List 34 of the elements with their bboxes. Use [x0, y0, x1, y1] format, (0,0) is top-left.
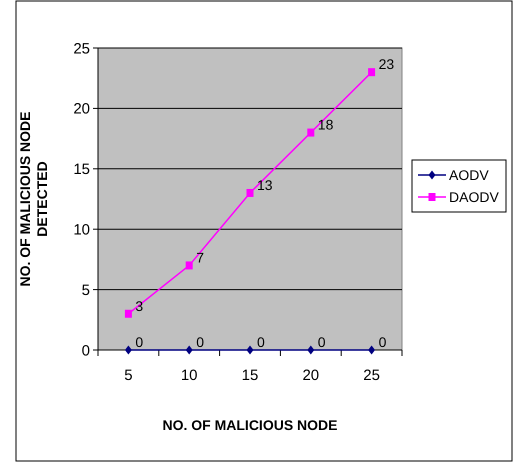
y-tick-label: 20 [73, 100, 90, 118]
legend-label: DAODV [449, 188, 500, 205]
data-label: 0 [318, 334, 326, 350]
x-axis-title: NO. OF MALICIOUS NODE [162, 417, 338, 433]
x-tick-label: 10 [180, 367, 198, 384]
data-label: 13 [257, 176, 273, 193]
x-tick-label: 5 [124, 367, 133, 384]
data-label: 18 [318, 116, 334, 133]
point [124, 346, 132, 354]
point [246, 346, 254, 354]
y-tick-label: 15 [73, 161, 90, 178]
point [124, 310, 132, 318]
y-tick-label: 0 [82, 342, 90, 360]
x-tick-label: 25 [363, 367, 380, 384]
point [368, 346, 376, 354]
point [368, 68, 376, 76]
point [246, 188, 254, 197]
point [186, 346, 193, 354]
data-label: 0 [257, 334, 265, 350]
point [186, 261, 193, 270]
y-tick-label: 5 [82, 282, 90, 299]
y-tick-label: 10 [73, 221, 90, 238]
data-label: 0 [378, 334, 387, 350]
point [307, 128, 314, 137]
legend-label: AODV [449, 166, 490, 183]
data-label: 0 [196, 334, 204, 350]
point [307, 346, 314, 354]
y-tick-label: 25 [73, 40, 90, 58]
data-label: 23 [378, 56, 394, 72]
x-tick-label: 15 [242, 367, 258, 384]
data-label: 0 [135, 334, 144, 350]
y-axis-title: NO. OF MALICIOUS NODE DETECTED [17, 112, 50, 286]
data-label: 7 [196, 249, 204, 266]
x-tick-label: 20 [302, 367, 320, 384]
